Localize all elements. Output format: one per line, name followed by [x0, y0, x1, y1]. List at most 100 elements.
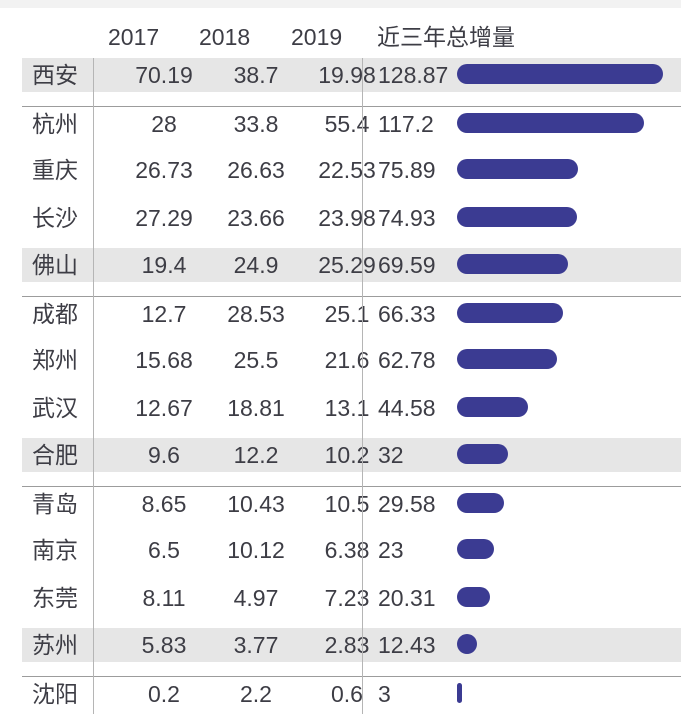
table-row: 合肥 9.6 12.2 10.2 32: [22, 438, 681, 472]
cell-2017: 6.5: [148, 537, 180, 563]
table-row: 长沙 27.29 23.66 23.98 74.93: [22, 201, 681, 235]
cell-total: 3: [378, 681, 391, 707]
cell-2017: 12.67: [135, 395, 193, 421]
bar-total-increase: [457, 207, 577, 227]
cell-total: 12.43: [378, 632, 436, 658]
cell-2019: 23.98: [318, 205, 376, 231]
header-2018: 2018: [199, 24, 251, 50]
cell-city: 合肥: [32, 442, 78, 468]
cell-2017: 5.83: [141, 632, 187, 658]
bar-total-increase: [457, 587, 490, 607]
header-2017: 2017: [108, 24, 160, 50]
table-row: 西安 70.19 38.7 19.98 128.87: [22, 58, 681, 92]
cell-2018: 28.53: [227, 301, 285, 327]
cell-total: 75.89: [378, 157, 436, 183]
cell-2017: 70.19: [135, 62, 193, 88]
cell-2018: 3.77: [233, 632, 279, 658]
bar-total-increase: [457, 397, 529, 417]
cell-2017: 28: [151, 111, 177, 137]
cell-2018: 26.63: [227, 157, 285, 183]
table-row: 东莞 8.11 4.97 7.23 20.31: [22, 581, 681, 615]
table-row: 南京 6.5 10.12 6.38 23: [22, 533, 681, 567]
cell-total: 23: [378, 537, 404, 563]
table-row: 成都 12.7 28.53 25.1 66.33: [22, 296, 681, 331]
table-row: 佛山 19.4 24.9 25.29 69.59: [22, 248, 681, 282]
cell-city: 长沙: [32, 205, 78, 231]
cell-2018: 38.7: [233, 62, 279, 88]
cell-2018: 23.66: [227, 205, 285, 231]
cell-2018: 10.43: [227, 491, 285, 517]
cell-total: 117.2: [378, 111, 434, 137]
cell-2018: 4.97: [233, 585, 279, 611]
bar-total-increase: [457, 254, 569, 274]
cell-2018: 24.9: [233, 252, 279, 278]
cell-2017: 15.68: [135, 347, 193, 373]
cell-2019: 2.83: [324, 632, 370, 658]
column-divider-2: [362, 58, 363, 714]
table-row: 重庆 26.73 26.63 22.53 75.89: [22, 153, 681, 187]
top-strip: [0, 0, 681, 8]
header-total-increase: 近三年总增量: [377, 24, 515, 50]
cell-2018: 10.12: [227, 537, 285, 563]
cell-total: 128.87: [378, 62, 449, 88]
cell-city: 杭州: [32, 111, 78, 137]
cell-total: 44.58: [378, 395, 436, 421]
bar-total-increase: [457, 634, 477, 654]
cell-city: 郑州: [32, 347, 78, 373]
cell-2019: 6.38: [324, 537, 370, 563]
cell-2019: 10.5: [324, 491, 370, 517]
cell-2019: 25.29: [318, 252, 376, 278]
cell-city: 南京: [32, 537, 78, 563]
cell-total: 32: [378, 442, 404, 468]
cell-2018: 12.2: [233, 442, 279, 468]
bar-total-increase: [457, 113, 645, 133]
cell-2019: 0.6: [331, 681, 363, 707]
cell-2019: 21.6: [324, 347, 370, 373]
cell-total: 20.31: [378, 585, 436, 611]
cell-city: 苏州: [32, 632, 78, 658]
table-row: 青岛 8.65 10.43 10.5 29.58: [22, 486, 681, 521]
cell-2019: 13.1: [324, 395, 370, 421]
cell-2018: 33.8: [233, 111, 279, 137]
cell-2017: 19.4: [141, 252, 187, 278]
cell-2018: 25.5: [233, 347, 279, 373]
cell-2019: 10.2: [324, 442, 370, 468]
bar-total-increase: [457, 349, 558, 369]
table-row: 杭州 28 33.8 55.4 117.2: [22, 106, 681, 141]
cell-total: 69.59: [378, 252, 436, 278]
cell-2017: 27.29: [135, 205, 193, 231]
bar-total-increase: [457, 444, 509, 464]
bar-total-increase: [457, 64, 663, 84]
cell-2019: 7.23: [324, 585, 370, 611]
bar-total-increase: [457, 303, 563, 323]
cell-2017: 26.73: [135, 157, 193, 183]
cell-total: 66.33: [378, 301, 436, 327]
cell-city: 佛山: [32, 252, 78, 278]
cell-2018: 18.81: [227, 395, 285, 421]
table-row: 武汉 12.67 18.81 13.1 44.58: [22, 391, 681, 425]
cell-2019: 19.98: [318, 62, 376, 88]
cell-city: 武汉: [32, 395, 78, 421]
cell-total: 29.58: [378, 491, 436, 517]
bar-total-increase: [457, 493, 505, 513]
bar-total-increase: [457, 159, 579, 179]
cell-2019: 55.4: [324, 111, 370, 137]
cell-total: 74.93: [378, 205, 436, 231]
cell-2017: 12.7: [141, 301, 187, 327]
table-row: 郑州 15.68 25.5 21.6 62.78: [22, 343, 681, 377]
cell-city: 东莞: [32, 585, 78, 611]
bar-total-increase: [457, 539, 494, 559]
table-row: 沈阳 0.2 2.2 0.6 3: [22, 676, 681, 711]
cell-city: 成都: [32, 301, 78, 327]
table-row: 苏州 5.83 3.77 2.83 12.43: [22, 628, 681, 662]
header-2019: 2019: [291, 24, 343, 50]
cell-city: 沈阳: [32, 681, 78, 707]
cell-2018: 2.2: [240, 681, 272, 707]
cell-city: 西安: [32, 62, 78, 88]
cell-2019: 25.1: [324, 301, 370, 327]
column-divider-1: [93, 58, 94, 714]
cell-city: 青岛: [32, 491, 78, 517]
cell-2017: 8.65: [141, 491, 187, 517]
cell-city: 重庆: [32, 157, 78, 183]
